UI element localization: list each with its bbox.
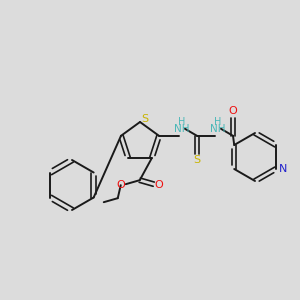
Text: O: O [116,180,125,190]
Text: S: S [141,114,148,124]
Text: NH: NH [210,124,226,134]
Text: N: N [279,164,287,174]
Text: O: O [154,180,163,190]
Text: S: S [194,155,201,165]
Text: O: O [229,106,237,116]
Text: H: H [214,117,222,127]
Text: NH: NH [174,124,190,134]
Text: H: H [178,117,186,127]
